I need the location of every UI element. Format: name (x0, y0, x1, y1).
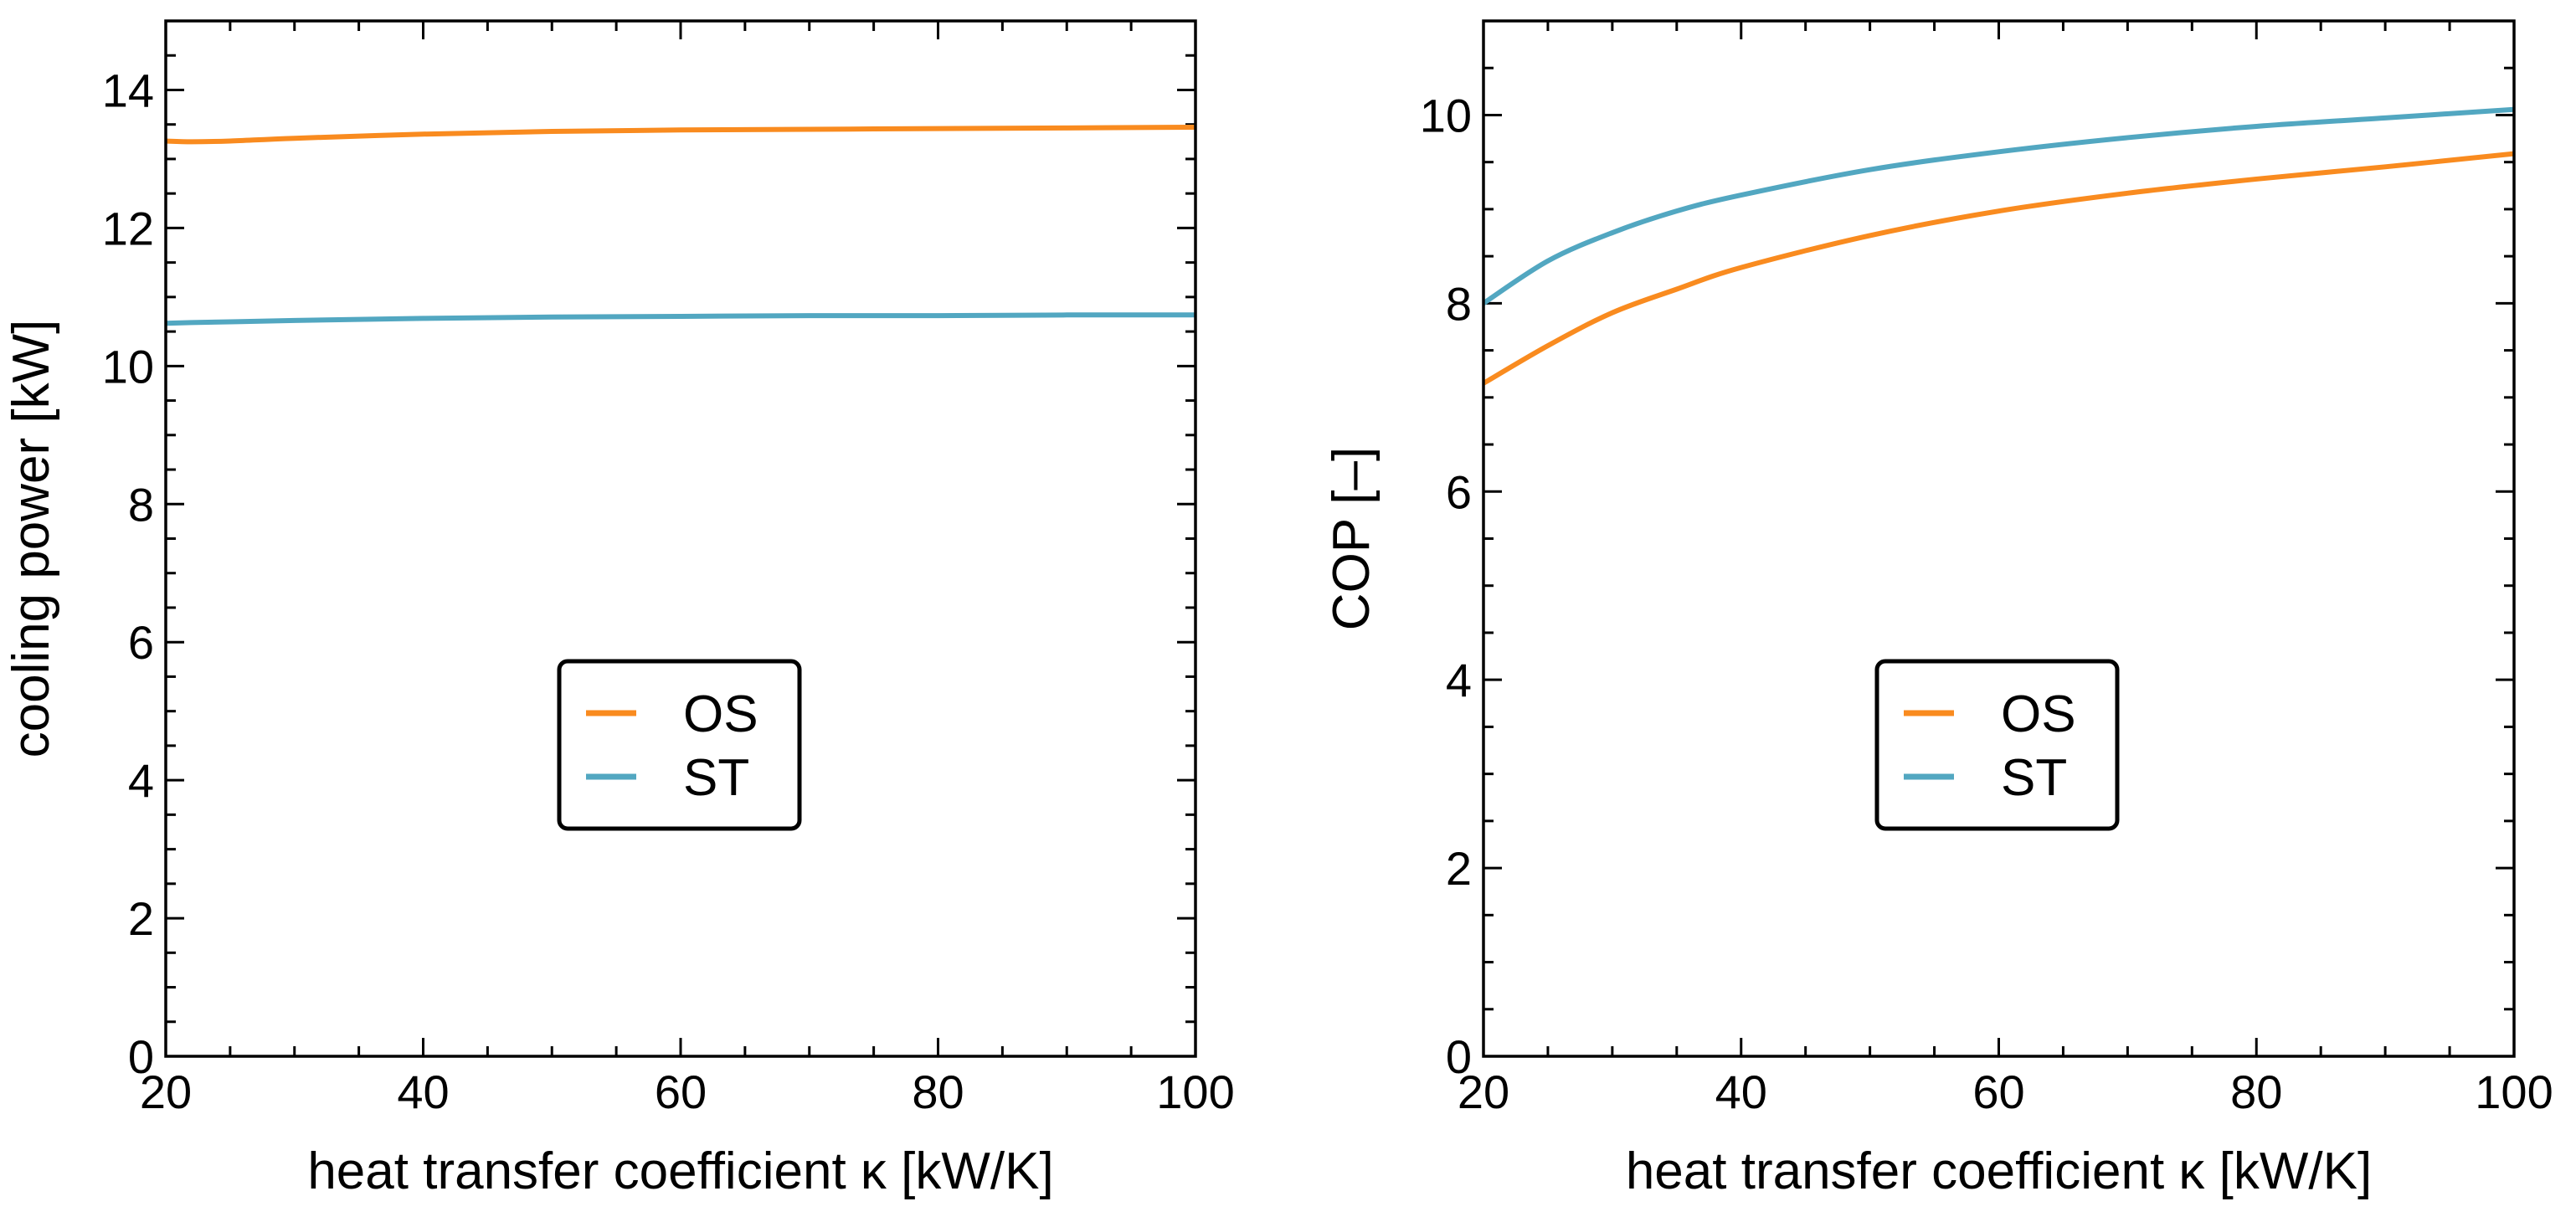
x-tick-label: 80 (2230, 1065, 2282, 1118)
x-tick-label: 100 (2475, 1065, 2553, 1118)
legend-label-st: ST (683, 749, 749, 807)
legend-label-os: OS (2001, 685, 2076, 743)
y-tick-label: 10 (102, 340, 154, 393)
plot-frame (1482, 19, 2516, 1058)
x-tick-label: 80 (912, 1065, 964, 1118)
x-tick-label: 60 (1972, 1065, 2024, 1118)
y-tick-label: 14 (102, 64, 154, 116)
x-axis-label: heat transfer coefficient κ [kW/K] (307, 1142, 1053, 1200)
x-tick-label: 40 (1715, 1065, 1767, 1118)
plot-frame (164, 19, 1197, 1058)
y-tick-label: 0 (128, 1030, 154, 1083)
y-tick-label: 2 (1446, 842, 1472, 895)
y-tick-label: 2 (128, 892, 154, 945)
y-tick-label: 0 (1446, 1030, 1472, 1083)
y-axis-label: COP [–] (1323, 447, 1381, 630)
x-tick-label: 100 (1156, 1065, 1234, 1118)
y-tick-label: 4 (1446, 654, 1472, 706)
y-tick-label: 8 (128, 478, 154, 531)
legend-label-st: ST (2001, 749, 2067, 807)
y-tick-label: 6 (128, 616, 154, 669)
x-tick-label: 40 (397, 1065, 449, 1118)
x-tick-label: 20 (1458, 1065, 1509, 1118)
series-line-st (1483, 106, 2514, 306)
x-tick-label: 60 (655, 1065, 707, 1118)
legend-label-os: OS (683, 685, 758, 743)
y-tick-label: 4 (128, 754, 154, 807)
left-panel: 20 40 60 80 100 0 2 4 6 8 10 12 14 heat transfer coef… (3, 19, 1235, 1200)
series-line-os (166, 124, 1195, 145)
legend-box (1874, 659, 2120, 831)
y-tick-label: 8 (1446, 277, 1472, 330)
legend-box (557, 659, 802, 831)
right-panel: 20 40 60 80 100 0 2 4 6 8 10 heat transfer coeffici… (1323, 19, 2553, 1200)
legend: OS ST (557, 659, 802, 831)
y-tick-label: 6 (1446, 465, 1472, 518)
series-line-os (1483, 151, 2514, 386)
series-line-st (166, 312, 1195, 326)
y-tick-label: 10 (1420, 89, 1472, 141)
x-tick-label: 20 (140, 1065, 192, 1118)
y-axis-label: cooling power [kW] (3, 320, 60, 758)
y-tick-label: 12 (102, 202, 154, 254)
x-axis-label: heat transfer coefficient κ [kW/K] (1626, 1142, 2372, 1200)
legend: OS ST (1874, 659, 2120, 831)
